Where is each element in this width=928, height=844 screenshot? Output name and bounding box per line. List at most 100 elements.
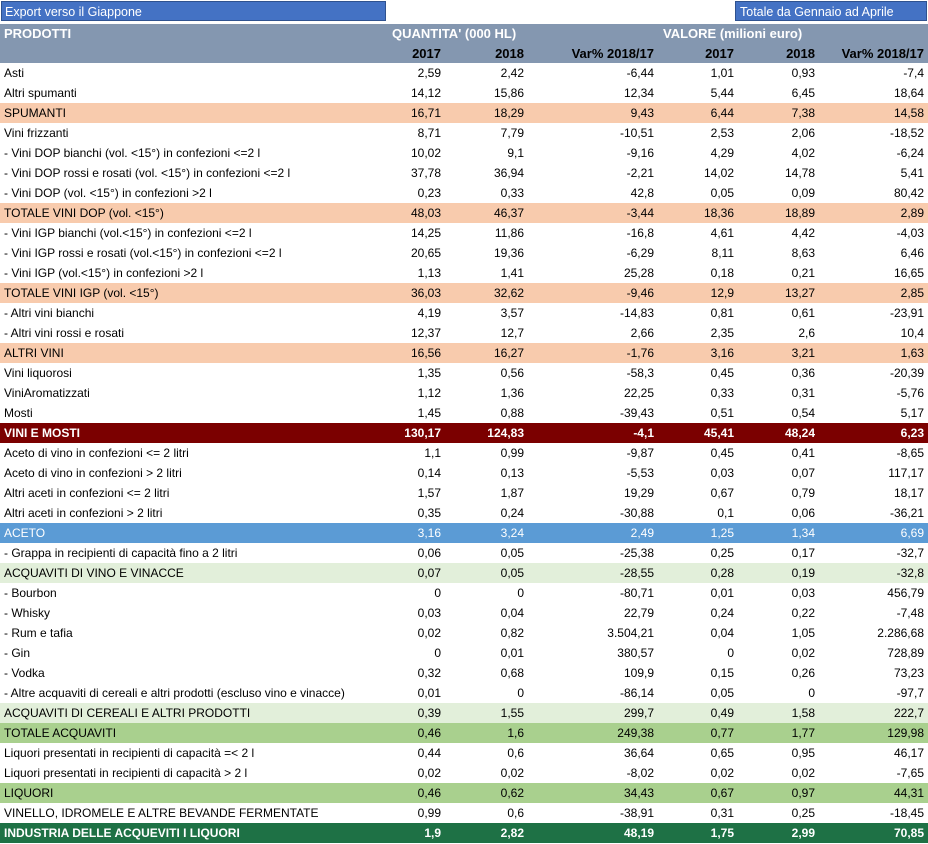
val-2017-cell[interactable]: 0,25: [710, 546, 734, 560]
qty-2018-cell[interactable]: 0,05: [500, 546, 524, 560]
val-var-cell[interactable]: 2,85: [900, 286, 924, 300]
qty-2018-cell[interactable]: 0,02: [500, 766, 524, 780]
qty-2017-cell[interactable]: 0,14: [417, 466, 441, 480]
qty-2017-cell[interactable]: 0,03: [417, 606, 441, 620]
val-var-cell[interactable]: 117,17: [888, 466, 924, 480]
product-name-cell[interactable]: - Grappa in recipienti di capacità fino …: [4, 546, 238, 560]
val-2017-cell[interactable]: 18,36: [703, 206, 734, 220]
val-2018-cell[interactable]: 0,41: [791, 446, 815, 460]
qty-var-header[interactable]: Var% 2018/17: [571, 46, 654, 61]
qty-2017-cell[interactable]: 0,02: [417, 626, 441, 640]
qty-var-cell[interactable]: 48,19: [623, 826, 654, 840]
val-2018-cell[interactable]: 0,22: [791, 606, 815, 620]
val-var-cell[interactable]: 18,64: [893, 86, 924, 100]
val-2018-cell[interactable]: 13,27: [784, 286, 815, 300]
export-title-cell[interactable]: Export verso il Giappone: [1, 1, 386, 21]
product-name-cell[interactable]: Aceto di vino in confezioni > 2 litri: [4, 466, 182, 480]
qty-var-cell[interactable]: -28,55: [619, 566, 654, 580]
qty-2018-cell[interactable]: 0: [517, 586, 524, 600]
qty-var-cell[interactable]: 25,28: [623, 266, 654, 280]
val-2017-cell[interactable]: 0,65: [710, 746, 734, 760]
qty-2018-cell[interactable]: 9,1: [507, 146, 524, 160]
val-2018-cell[interactable]: 0,02: [791, 646, 815, 660]
val-2018-cell[interactable]: 1,77: [791, 726, 815, 740]
qty-2018-cell[interactable]: 12,7: [500, 326, 524, 340]
val-2018-cell[interactable]: 2,6: [798, 326, 815, 340]
val-var-cell[interactable]: 6,23: [900, 426, 924, 440]
qty-2018-cell[interactable]: 18,29: [493, 106, 524, 120]
val-2017-cell[interactable]: 0,03: [710, 466, 734, 480]
val-2017-cell[interactable]: 1,75: [710, 826, 734, 840]
qty-var-cell[interactable]: -30,88: [619, 506, 654, 520]
qty-var-cell[interactable]: 34,43: [623, 786, 654, 800]
qty-2017-cell[interactable]: 0,32: [417, 666, 441, 680]
val-var-cell[interactable]: 10,4: [900, 326, 924, 340]
val-2018-cell[interactable]: 0,07: [791, 466, 815, 480]
val-2017-cell[interactable]: 6,44: [710, 106, 734, 120]
val-2017-cell[interactable]: 0,02: [710, 766, 734, 780]
qty-2018-cell[interactable]: 3,24: [500, 526, 524, 540]
qty-var-cell[interactable]: 380,57: [617, 646, 654, 660]
val-var-cell[interactable]: -7,48: [896, 606, 924, 620]
qty-2018-cell[interactable]: 0: [517, 686, 524, 700]
product-name-cell[interactable]: Liquori presentati in recipienti di capa…: [4, 766, 248, 780]
qty-2018-cell[interactable]: 1,36: [500, 386, 524, 400]
qty-2018-cell[interactable]: 0,68: [500, 666, 524, 680]
qty-2017-cell[interactable]: 0,39: [417, 706, 441, 720]
qty-2017-cell[interactable]: 0,02: [417, 766, 441, 780]
qty-var-cell[interactable]: -6,44: [626, 66, 654, 80]
product-name-cell[interactable]: - Vini IGP bianchi (vol.<15°) in confezi…: [4, 226, 252, 240]
val-2017-cell[interactable]: 0,05: [710, 686, 734, 700]
qty-2017-cell[interactable]: 2,59: [417, 66, 441, 80]
qty-2018-cell[interactable]: 15,86: [493, 86, 524, 100]
qty-2017-cell[interactable]: 14,25: [410, 226, 441, 240]
val-var-header[interactable]: Var% 2018/17: [841, 46, 924, 61]
product-name-cell[interactable]: - Gin: [4, 646, 31, 660]
product-name-cell[interactable]: Altri spumanti: [4, 86, 77, 100]
product-name-cell[interactable]: Altri aceti in confezioni <= 2 litri: [4, 486, 170, 500]
val-2018-cell[interactable]: 0,17: [791, 546, 815, 560]
val-2018-cell[interactable]: 8,63: [791, 246, 815, 260]
product-name-cell[interactable]: TOTALE ACQUAVITI: [4, 726, 117, 740]
qty-2017-cell[interactable]: 4,19: [417, 306, 441, 320]
val-2018-cell[interactable]: 7,38: [791, 106, 815, 120]
val-2018-cell[interactable]: 2,99: [791, 826, 815, 840]
product-name-cell[interactable]: - Vini DOP bianchi (vol. <15°) in confez…: [4, 146, 261, 160]
val-2018-cell[interactable]: 0,61: [791, 306, 815, 320]
val-var-cell[interactable]: -32,8: [896, 566, 924, 580]
val-2018-cell[interactable]: 6,45: [791, 86, 815, 100]
qty-2017-cell[interactable]: 130,17: [404, 426, 441, 440]
val-var-cell[interactable]: 456,79: [887, 586, 924, 600]
val-2018-cell[interactable]: 0,93: [791, 66, 815, 80]
products-column-header[interactable]: PRODOTTI: [4, 26, 72, 41]
val-var-cell[interactable]: 6,46: [900, 246, 924, 260]
qty-2018-header[interactable]: 2018: [495, 46, 524, 61]
val-2018-cell[interactable]: 0,21: [791, 266, 815, 280]
product-name-cell[interactable]: - Altri vini rossi e rosati: [4, 326, 125, 340]
qty-2017-cell[interactable]: 1,12: [417, 386, 441, 400]
product-name-cell[interactable]: ViniAromatizzati: [4, 386, 90, 400]
qty-2017-cell[interactable]: 0: [434, 586, 441, 600]
qty-var-cell[interactable]: -9,87: [626, 446, 654, 460]
qty-2018-cell[interactable]: 0,05: [500, 566, 524, 580]
qty-var-cell[interactable]: -80,71: [619, 586, 654, 600]
val-2018-cell[interactable]: 0,06: [791, 506, 815, 520]
val-2017-cell[interactable]: 0,31: [710, 806, 734, 820]
val-2017-cell[interactable]: 0,24: [710, 606, 734, 620]
qty-var-cell[interactable]: 299,7: [623, 706, 654, 720]
qty-2018-cell[interactable]: 1,87: [500, 486, 524, 500]
product-name-cell[interactable]: Mosti: [4, 406, 33, 420]
val-2018-cell[interactable]: 0,95: [791, 746, 815, 760]
qty-2017-cell[interactable]: 14,12: [410, 86, 441, 100]
qty-2018-cell[interactable]: 0,6: [507, 746, 524, 760]
qty-2017-cell[interactable]: 20,65: [410, 246, 441, 260]
qty-2018-cell[interactable]: 11,86: [494, 226, 524, 240]
product-name-cell[interactable]: SPUMANTI: [4, 106, 67, 120]
qty-var-cell[interactable]: 2,66: [630, 326, 654, 340]
qty-2018-cell[interactable]: 0,62: [500, 786, 524, 800]
val-2018-cell[interactable]: 2,06: [791, 126, 815, 140]
val-var-cell[interactable]: 2.286,68: [877, 626, 924, 640]
qty-2018-cell[interactable]: 19,36: [493, 246, 524, 260]
qty-2018-cell[interactable]: 1,6: [507, 726, 524, 740]
qty-2018-cell[interactable]: 0,13: [500, 466, 524, 480]
